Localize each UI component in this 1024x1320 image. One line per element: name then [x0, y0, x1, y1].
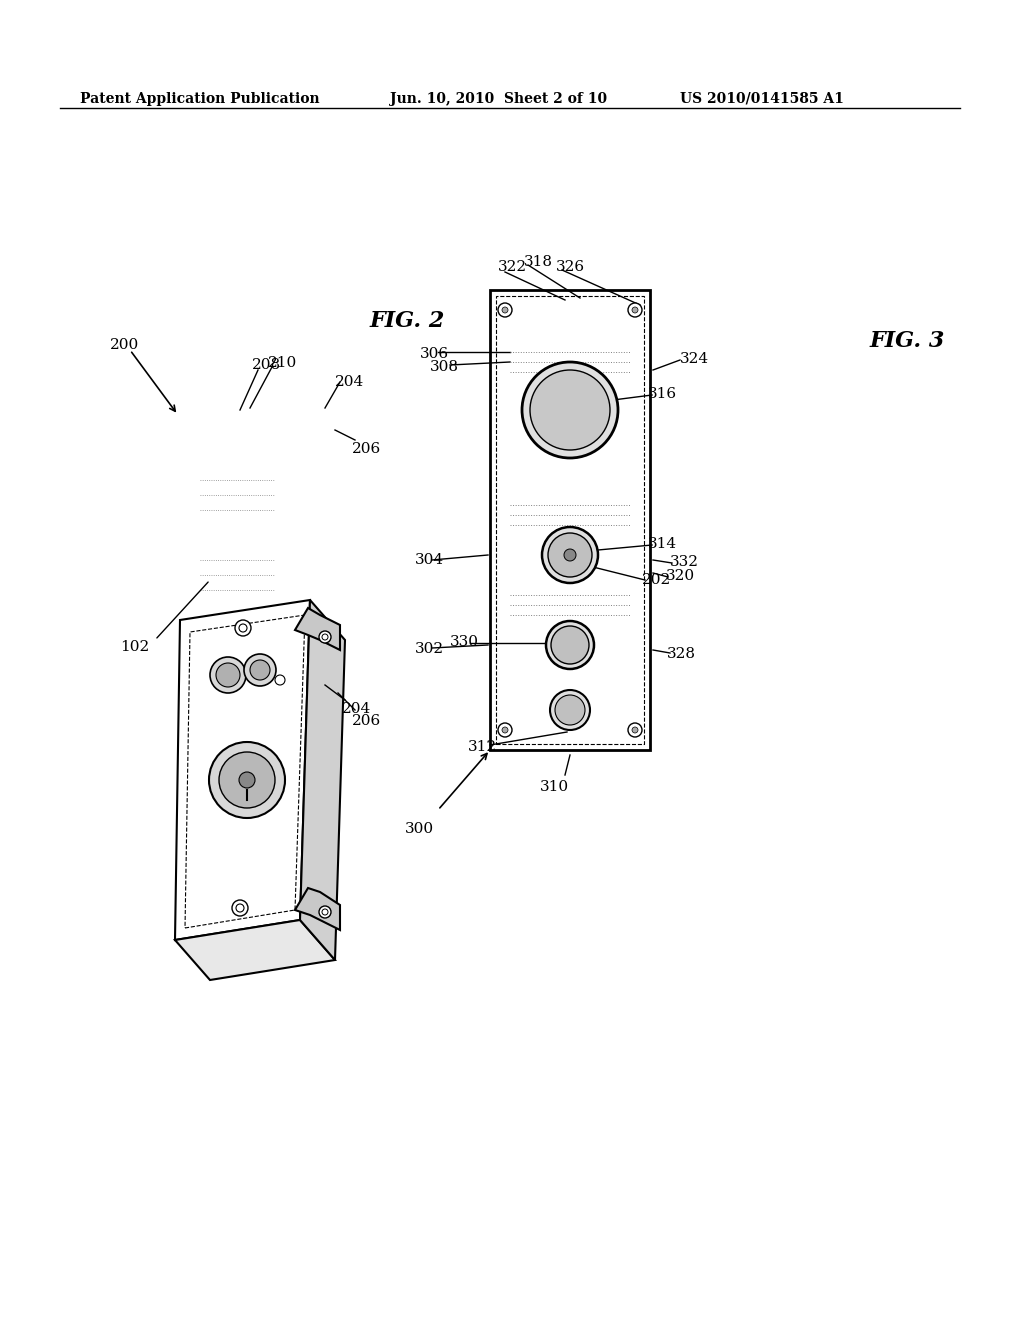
Bar — [496, 296, 644, 744]
Text: 200: 200 — [110, 338, 139, 352]
Text: 314: 314 — [648, 537, 677, 550]
Text: 316: 316 — [648, 387, 677, 401]
Circle shape — [632, 308, 638, 313]
Text: FIG. 2: FIG. 2 — [370, 310, 445, 333]
Circle shape — [234, 620, 251, 636]
Text: 206: 206 — [352, 714, 381, 729]
Circle shape — [502, 308, 508, 313]
Circle shape — [209, 742, 285, 818]
Circle shape — [502, 727, 508, 733]
Text: 102: 102 — [120, 640, 150, 653]
Text: 318: 318 — [524, 255, 553, 269]
Text: 330: 330 — [450, 635, 479, 649]
Text: 208: 208 — [252, 358, 282, 372]
Circle shape — [319, 906, 331, 917]
Text: 204: 204 — [335, 375, 365, 389]
Text: 326: 326 — [556, 260, 585, 275]
Text: US 2010/0141585 A1: US 2010/0141585 A1 — [680, 92, 844, 106]
Circle shape — [555, 696, 585, 725]
Circle shape — [628, 304, 642, 317]
Text: 332: 332 — [670, 554, 699, 569]
Circle shape — [632, 727, 638, 733]
Circle shape — [498, 304, 512, 317]
Text: 204: 204 — [342, 702, 372, 715]
Text: 328: 328 — [667, 647, 696, 661]
Circle shape — [239, 772, 255, 788]
Text: 206: 206 — [352, 442, 381, 455]
Text: 304: 304 — [415, 553, 444, 568]
Text: 320: 320 — [666, 569, 695, 583]
Text: 300: 300 — [406, 822, 434, 836]
Circle shape — [551, 626, 589, 664]
Circle shape — [498, 723, 512, 737]
Circle shape — [210, 657, 246, 693]
Text: 310: 310 — [540, 780, 569, 795]
Circle shape — [275, 675, 285, 685]
Circle shape — [522, 362, 618, 458]
Circle shape — [628, 723, 642, 737]
Circle shape — [542, 527, 598, 583]
Text: 202: 202 — [642, 573, 672, 587]
Circle shape — [250, 660, 270, 680]
Text: Jun. 10, 2010  Sheet 2 of 10: Jun. 10, 2010 Sheet 2 of 10 — [390, 92, 607, 106]
Circle shape — [219, 752, 275, 808]
Circle shape — [548, 533, 592, 577]
Text: 210: 210 — [268, 356, 297, 370]
Text: 306: 306 — [420, 347, 450, 360]
Polygon shape — [175, 601, 310, 940]
Circle shape — [564, 549, 575, 561]
Circle shape — [232, 900, 248, 916]
Text: 312: 312 — [468, 741, 497, 754]
Circle shape — [546, 620, 594, 669]
Text: 308: 308 — [430, 360, 459, 374]
Polygon shape — [295, 888, 340, 931]
Text: 322: 322 — [498, 260, 527, 275]
Circle shape — [244, 653, 276, 686]
Text: Patent Application Publication: Patent Application Publication — [80, 92, 319, 106]
Circle shape — [550, 690, 590, 730]
Text: 324: 324 — [680, 352, 710, 366]
Bar — [490, 290, 650, 750]
Text: FIG. 3: FIG. 3 — [870, 330, 945, 352]
Polygon shape — [295, 609, 340, 649]
Polygon shape — [175, 920, 335, 979]
Text: 302: 302 — [415, 642, 444, 656]
Circle shape — [530, 370, 610, 450]
Polygon shape — [300, 601, 345, 960]
Circle shape — [319, 631, 331, 643]
Circle shape — [216, 663, 240, 686]
